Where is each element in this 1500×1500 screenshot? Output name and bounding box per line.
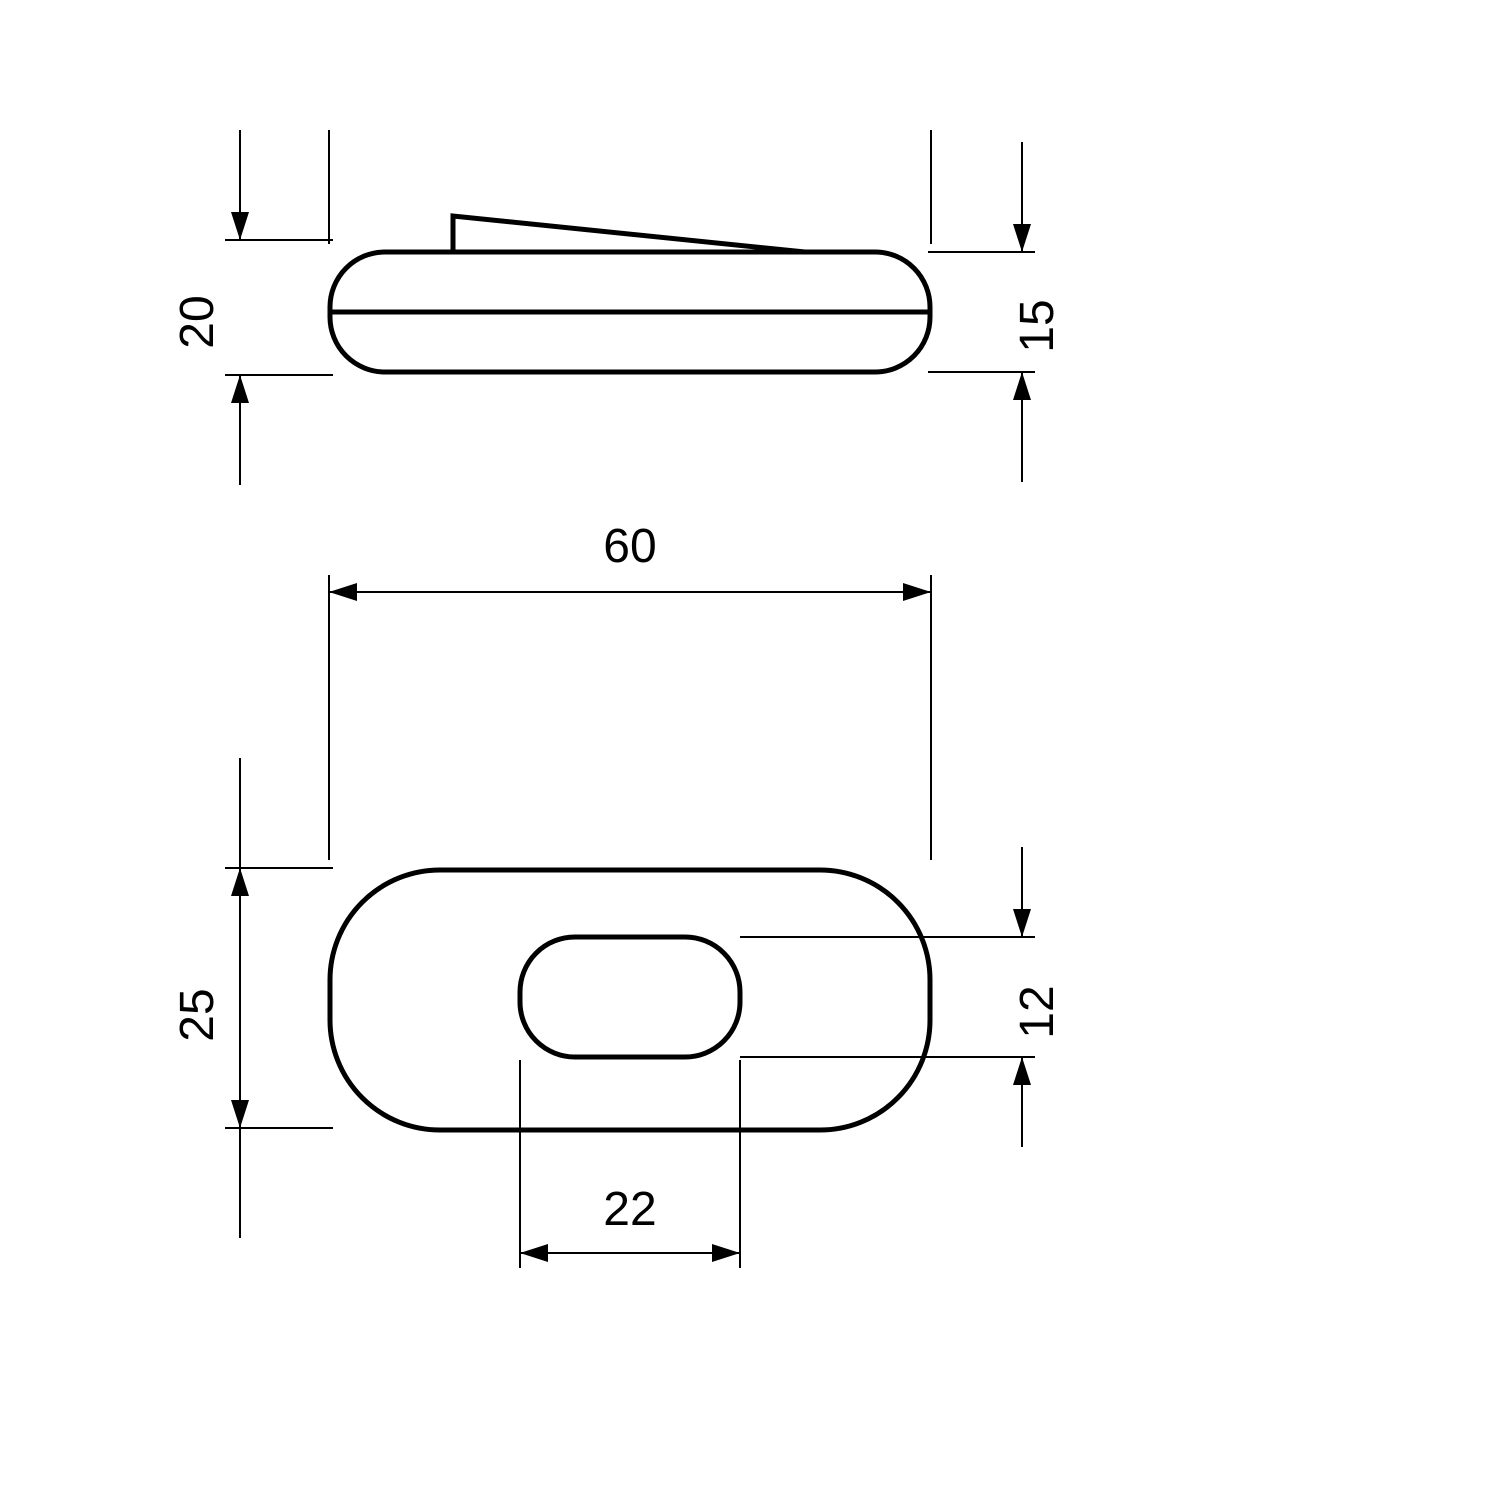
dim-slot-height-12: 12 [1011,985,1064,1038]
top-slot [520,937,740,1057]
dim-width-60: 60 [603,520,656,573]
dim-side-height-20: 20 [171,295,224,348]
side-rocker [453,216,805,252]
dim-height-25: 25 [171,988,224,1041]
top-body [330,870,930,1130]
dim-slot-width-22: 22 [603,1183,656,1236]
dim-side-height-15: 15 [1011,299,1064,352]
